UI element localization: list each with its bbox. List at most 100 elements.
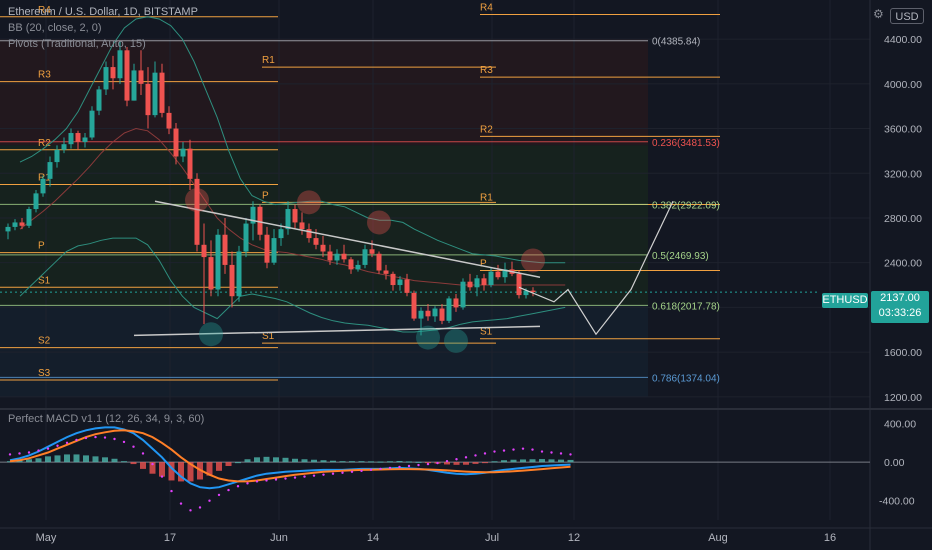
macd-dot-22: [217, 493, 221, 497]
macd-dot-26: [255, 480, 259, 483]
macd-dot-4: [46, 447, 50, 450]
candle-body-45: [320, 244, 326, 252]
bb-upper: [19, 16, 566, 264]
macd-legend[interactable]: Perfect MACD v1.1 (12, 26, 34, 9, 3, 60): [8, 413, 205, 425]
y-tick-label-8: 1200.00: [884, 392, 922, 404]
candle-body-63: [446, 298, 452, 321]
candle-body-18: [131, 70, 137, 101]
macd-dot-16: [160, 475, 164, 478]
macd-dot-23: [227, 488, 230, 492]
macd-hist-11: [111, 458, 118, 463]
macd-hist-35: [339, 461, 346, 463]
pivot-0-R1-label: R1: [38, 172, 51, 183]
candle-body-34: [243, 223, 249, 252]
candle-body-68: [481, 278, 487, 286]
candle-body-31: [222, 234, 228, 265]
fib-zone-red: [0, 39, 648, 146]
macd-hist-3: [35, 458, 42, 463]
candles[interactable]: [5, 41, 536, 336]
macd-dot-0: [8, 453, 12, 456]
pivot-0-R4-label: R4: [38, 5, 51, 16]
candle-body-8: [61, 144, 67, 150]
macd-dot-47: [455, 458, 458, 461]
macd-hist-19: [187, 462, 194, 482]
candle-body-7: [54, 149, 60, 163]
candle-body-62: [439, 308, 445, 321]
macd-hist-55: [529, 459, 536, 463]
candle-body-60: [425, 310, 431, 317]
macd-hist-22: [216, 462, 222, 471]
macd-dot-31: [303, 475, 306, 478]
candle-body-25: [180, 148, 186, 157]
macd-hist-0: [7, 461, 13, 463]
macd-hist-2: [26, 459, 32, 463]
candle-body-51: [362, 249, 368, 265]
candle-body-66: [467, 281, 473, 288]
pivot-2-R1-label: R1: [480, 193, 493, 204]
macd-hist-49: [472, 462, 479, 464]
drawings[interactable]: [133, 188, 674, 353]
macd-hist-48: [463, 462, 469, 465]
candle-body-36: [257, 206, 263, 235]
candle-body-55: [390, 273, 396, 286]
macd-hist-27: [263, 456, 270, 463]
pivots-legend[interactable]: Pivots (Traditional, Auto, 15): [8, 38, 146, 50]
candle-body-11: [82, 137, 88, 142]
candle-body-64: [453, 298, 459, 308]
candle-body-59: [418, 310, 424, 319]
macd-hist-28: [273, 457, 279, 463]
macd-hist-46: [444, 462, 450, 465]
macd-hist-36: [349, 461, 355, 463]
macd-dot-51: [493, 450, 496, 453]
candle-body-41: [292, 209, 298, 223]
macd-hist-42: [406, 461, 412, 463]
macd-tick-label-2: -400.00: [879, 496, 915, 508]
y-tick-label-3: 3200.00: [884, 168, 922, 180]
axes: 4400.00 4000.00 3600.00 3200.00 2800.00 2400.…: [36, 34, 923, 544]
candle-body-38: [271, 238, 277, 263]
fib-label-3: 0.5(2469.93): [652, 251, 709, 262]
pivot-1-S1-label: S1: [262, 331, 275, 342]
pivot-1-P-label: P: [262, 190, 269, 201]
macd-hist-7: [73, 454, 80, 463]
macd-hist-53: [510, 459, 517, 463]
macd-hist-31: [301, 459, 308, 463]
macd-dot-2: [27, 451, 31, 454]
macd-hist-29: [282, 457, 289, 463]
macd-hist-13: [130, 462, 137, 465]
macd-hist-10: [102, 457, 108, 463]
chart-title: Ethereum / U.S. Dollar, 1D, BITSTAMP: [8, 6, 198, 18]
macd-dot-39: [379, 467, 382, 471]
macd-dot-33: [322, 473, 325, 476]
macd-hist-54: [520, 459, 526, 463]
candle-body-37: [264, 234, 270, 263]
macd-dot-58: [559, 452, 563, 455]
candle-body-50: [355, 264, 361, 270]
macd-dot-59: [569, 453, 572, 456]
fib-zone-green: [0, 145, 648, 306]
macd-hist-34: [330, 460, 336, 463]
candle-body-30: [215, 234, 221, 290]
macd-hist-6: [64, 454, 70, 463]
candle-body-10: [75, 133, 81, 142]
macd-dot-45: [436, 461, 439, 465]
macd-dot-36: [350, 470, 354, 473]
candle-body-17: [124, 50, 130, 101]
currency-selector[interactable]: USD: [890, 8, 924, 24]
macd-dot-20: [198, 506, 202, 509]
pivot-0-S2-label: S2: [38, 336, 51, 347]
gear-icon[interactable]: ⚙: [873, 7, 884, 21]
bb-legend[interactable]: BB (20, close, 2, 0): [8, 22, 102, 34]
y-tick-label-1: 4000.00: [884, 79, 922, 91]
pivot-1-R1-label: R1: [262, 55, 275, 66]
macd-hist-40: [387, 461, 393, 463]
macd-hist-8: [83, 455, 89, 463]
candle-body-14: [103, 67, 109, 90]
candle-body-4: [33, 193, 39, 210]
candle-body-47: [334, 253, 340, 261]
macd-hist-21: [206, 462, 213, 476]
symbol-tag: ETHUSD: [822, 293, 868, 308]
macd-hist-47: [453, 462, 460, 465]
